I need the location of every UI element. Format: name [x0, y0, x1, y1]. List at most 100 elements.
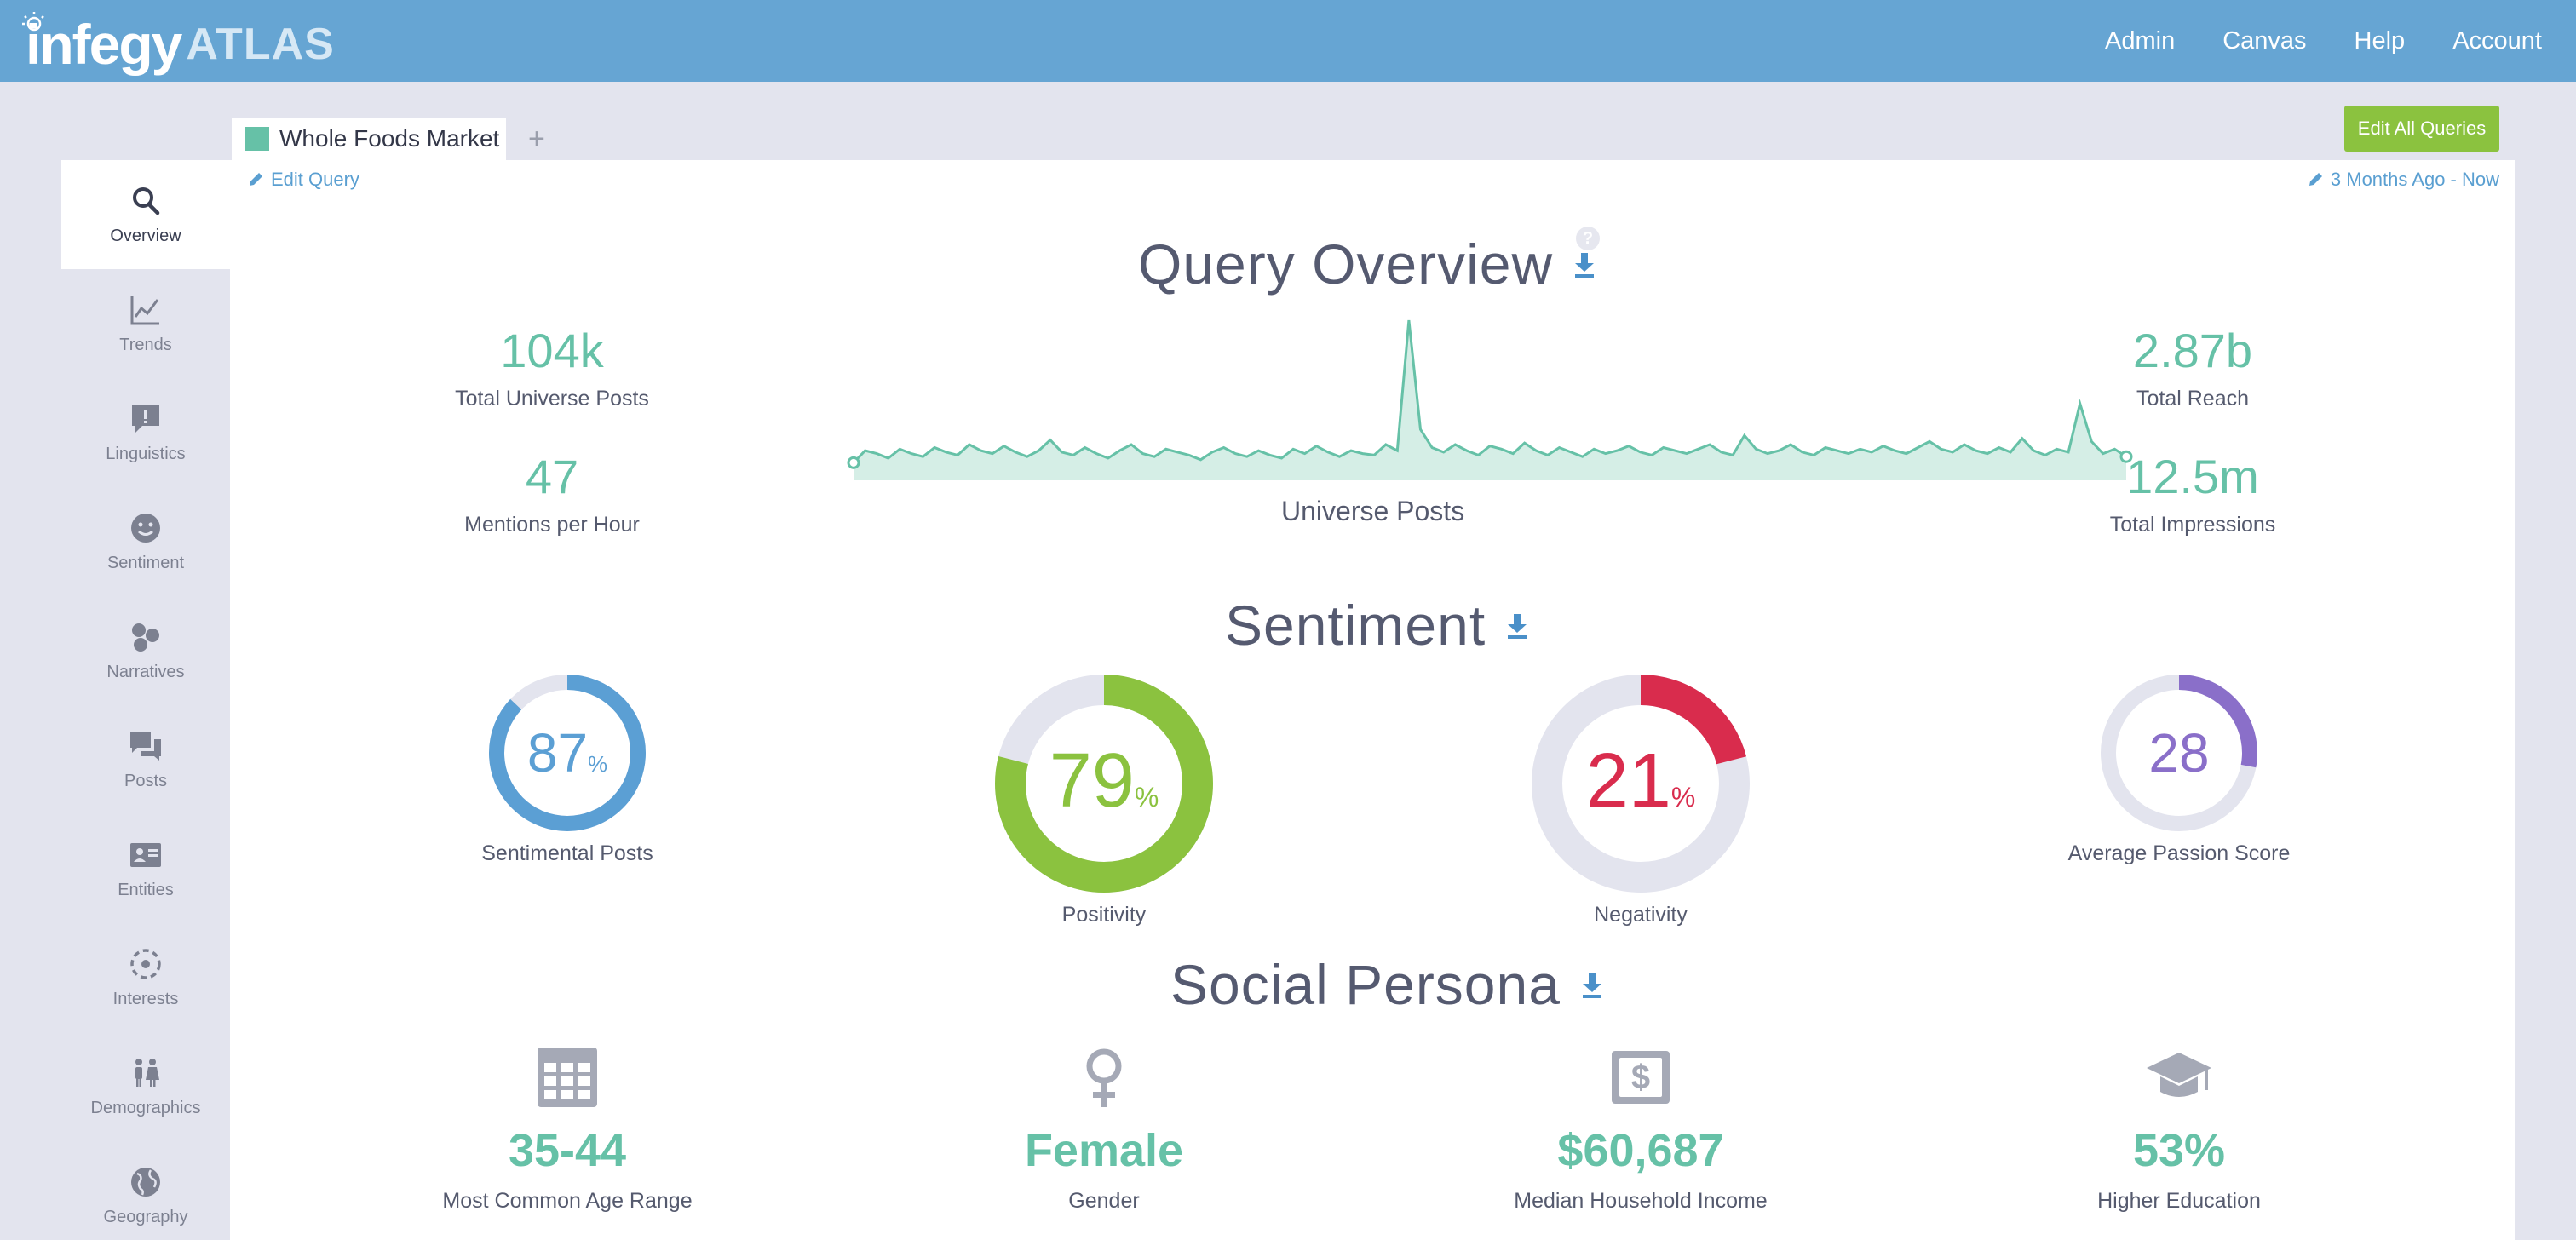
pencil-icon: [250, 173, 262, 186]
persona-education: 53% Higher Education: [2000, 1046, 2358, 1214]
smiley-icon: [131, 513, 160, 542]
edit-query-link[interactable]: Edit Query: [247, 169, 359, 191]
persona-income: $ $60,687 Median Household Income: [1462, 1046, 1820, 1214]
sidebar-item-label: Interests: [112, 989, 179, 1008]
persona-label: Most Common Age Range: [442, 1189, 693, 1213]
add-query-tab-button[interactable]: +: [528, 123, 545, 155]
sidebar-item-narratives[interactable]: Narratives: [61, 596, 230, 705]
stat-total-reach: 2.87b Total Reach: [2022, 327, 2363, 411]
sidebar-item-sentiment[interactable]: Sentiment: [61, 487, 230, 596]
edit-all-queries-button[interactable]: Edit All Queries: [2344, 106, 2499, 152]
nav-admin[interactable]: Admin: [2105, 26, 2176, 55]
sentiment-title: Sentiment: [1225, 593, 1530, 657]
sidebar-item-linguistics[interactable]: Linguistics: [61, 378, 230, 487]
stat-value: 2.87b: [2132, 324, 2253, 377]
persona-value: $60,687: [1557, 1125, 1724, 1176]
sidebar-item-label: Posts: [124, 771, 168, 790]
date-range-link[interactable]: 3 Months Ago - Now: [2307, 169, 2499, 191]
sidebar-item-overview[interactable]: Overview: [61, 160, 230, 269]
sentimental-posts-donut[interactable]: [489, 675, 646, 831]
nav-account[interactable]: Account: [2452, 26, 2542, 55]
top-bar: infegy ATLAS Admin Canvas Help Account: [0, 0, 2576, 82]
svg-text:$: $: [1631, 1059, 1650, 1096]
chart-end-point: [2119, 450, 2133, 463]
sidebar-item-label: Demographics: [90, 1098, 201, 1117]
persona-value: Female: [1024, 1125, 1184, 1176]
negativity-donut[interactable]: [1532, 675, 1750, 893]
help-icon[interactable]: ?: [1576, 227, 1600, 250]
sidebar-item-trends[interactable]: Trends: [61, 269, 230, 378]
passion-score-donut[interactable]: [2101, 675, 2257, 831]
chat-icon: [130, 732, 161, 761]
female-icon: [1086, 1048, 1122, 1107]
download-icon[interactable]: [1504, 611, 1530, 640]
sentimental-posts-label: Sentimental Posts: [481, 841, 653, 865]
sidebar-item-label: Trends: [119, 335, 172, 354]
stat-value: 12.5m: [2126, 450, 2259, 503]
sidebar-item-label: Overview: [110, 226, 181, 245]
speech-alert-icon: [132, 405, 159, 433]
edit-query-label: Edit Query: [271, 169, 359, 190]
donut-arc: [489, 675, 646, 831]
line-chart-icon: [130, 296, 159, 324]
download-icon[interactable]: [1579, 970, 1605, 999]
universe-posts-chart[interactable]: [838, 310, 2142, 497]
donut-unit: %: [588, 751, 608, 777]
query-tab[interactable]: Whole Foods Market: [232, 118, 506, 160]
download-icon[interactable]: [1572, 250, 1597, 278]
date-range-label: 3 Months Ago - Now: [2330, 169, 2499, 190]
target-icon: [130, 948, 161, 979]
negativity-value: 21%: [1532, 743, 1750, 819]
persona-age: 35-44 Most Common Age Range: [388, 1046, 746, 1214]
donut-unit: %: [1134, 782, 1159, 812]
sidebar-item-posts[interactable]: Posts: [61, 705, 230, 814]
donut-arc: [995, 675, 1213, 893]
query-overview-heading: Query Overview: [1138, 232, 1554, 296]
donut-number: 21: [1585, 738, 1671, 824]
top-nav: Admin Canvas Help Account: [2057, 0, 2542, 82]
sentimental-posts-value: 87%: [489, 726, 646, 780]
sidebar-item-geography[interactable]: Geography: [61, 1141, 230, 1240]
chart-area-fill: [854, 320, 2126, 480]
query-tab-label: Whole Foods Market: [279, 125, 500, 152]
logo[interactable]: infegy ATLAS: [22, 10, 335, 78]
donut-number: 87: [526, 722, 589, 784]
persona-value: 53%: [2132, 1125, 2226, 1176]
sentiment-heading: Sentiment: [1225, 594, 1486, 657]
sidebar-item-label: Sentiment: [106, 553, 185, 572]
search-icon: [133, 187, 160, 215]
positivity-donut[interactable]: [995, 675, 1213, 893]
dollar-icon: $: [1612, 1051, 1670, 1104]
social-persona-heading: Social Persona: [1170, 953, 1561, 1016]
nav-canvas[interactable]: Canvas: [2222, 26, 2307, 55]
passion-score-value: 28: [2101, 726, 2257, 780]
chart-line: [852, 319, 2127, 464]
positivity-label: Positivity: [1061, 903, 1147, 927]
query-overview-title: Query Overview: [1138, 232, 1597, 296]
sidebar-item-label: Linguistics: [106, 444, 186, 463]
sidebar-item-interests[interactable]: Interests: [61, 923, 230, 1032]
persona-label: Median Household Income: [1514, 1189, 1768, 1213]
sidebar-item-entities[interactable]: Entities: [61, 814, 230, 923]
sidebar-item-demographics[interactable]: Demographics: [61, 1032, 230, 1141]
globe-icon: [131, 1167, 160, 1197]
negativity-label: Negativity: [1594, 903, 1688, 927]
positivity-value: 79%: [995, 743, 1213, 819]
id-card-icon: [130, 842, 161, 867]
stat-label: Total Impressions: [2109, 513, 2276, 537]
chart-start-point: [847, 456, 860, 469]
universe-posts-chart-label: Universe Posts: [1281, 496, 1465, 526]
product-name: ATLAS: [186, 20, 335, 69]
calendar-icon: [538, 1048, 597, 1107]
nav-help[interactable]: Help: [2354, 26, 2406, 55]
donut-number: 79: [1049, 738, 1135, 824]
persona-gender: Female Gender: [925, 1046, 1283, 1214]
donut-unit: %: [1670, 782, 1696, 812]
main-panel: Edit Query 3 Months Ago - Now Query Over…: [230, 160, 2515, 1240]
sidebar-item-label: Entities: [118, 880, 174, 899]
donut-arc: [2101, 675, 2257, 831]
stat-label: Total Universe Posts: [455, 387, 649, 410]
persona-label: Gender: [1068, 1189, 1140, 1213]
sidebar: Overview Trends Linguistics Sentiment Na…: [61, 160, 230, 1240]
stat-value: 104k: [500, 324, 604, 377]
